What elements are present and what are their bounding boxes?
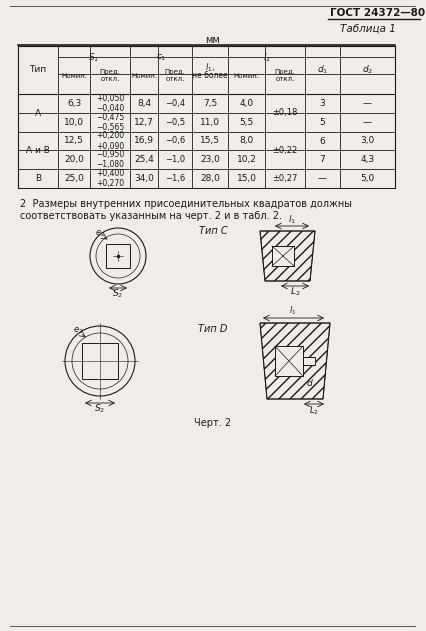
Text: +0,050
−0,040: +0,050 −0,040 [96, 94, 124, 113]
Text: 3,0: 3,0 [360, 136, 374, 146]
Text: $d_1$: $d_1$ [317, 64, 328, 76]
Text: Пред.
откл.: Пред. откл. [164, 69, 185, 82]
Text: $L_2$: $L_2$ [309, 404, 319, 417]
Text: А: А [35, 109, 41, 117]
Text: 4,3: 4,3 [360, 155, 374, 164]
Text: 25,0: 25,0 [64, 174, 84, 183]
Text: мм: мм [206, 35, 220, 45]
Text: ±0,27: ±0,27 [272, 174, 298, 183]
Text: +0,200
+0,090: +0,200 +0,090 [96, 131, 124, 151]
Text: 7: 7 [320, 155, 325, 164]
Text: −0,5: −0,5 [165, 118, 185, 127]
Text: не более: не более [192, 71, 228, 80]
Text: 6,3: 6,3 [67, 99, 81, 108]
Text: 20,0: 20,0 [64, 155, 84, 164]
Text: 5,5: 5,5 [239, 118, 253, 127]
Text: Тип С: Тип С [199, 226, 227, 236]
Bar [275, 346, 303, 376]
Text: $l_2$: $l_2$ [262, 52, 271, 64]
Text: Черт. 2: Черт. 2 [194, 418, 232, 428]
Text: 11,0: 11,0 [200, 118, 220, 127]
Text: ГОСТ 24372—80 Стр. 7: ГОСТ 24372—80 Стр. 7 [330, 8, 426, 18]
Text: $S_1$: $S_1$ [88, 52, 100, 64]
Text: Номин.: Номин. [131, 73, 157, 78]
Text: $c_1$: $c_1$ [156, 53, 166, 63]
Text: $l_1$: $l_1$ [288, 214, 296, 227]
Text: 15,0: 15,0 [236, 174, 256, 183]
Text: —: — [363, 118, 372, 127]
Text: 2  Размеры внутренних присоединительных квадратов должны
соответствовать указанн: 2 Размеры внутренних присоединительных к… [20, 199, 352, 221]
Text: −0,4: −0,4 [165, 99, 185, 108]
Text: Таблица 1: Таблица 1 [340, 24, 396, 34]
Text: d: d [306, 379, 312, 387]
Text: 28,0: 28,0 [200, 174, 220, 183]
Text: А и В: А и В [26, 146, 50, 155]
Text: 3: 3 [320, 99, 325, 108]
Text: −1,0: −1,0 [165, 155, 185, 164]
Text: $e_2$: $e_2$ [95, 229, 105, 239]
Text: $l_1$,: $l_1$, [205, 62, 215, 74]
Text: $S_2$: $S_2$ [112, 288, 124, 300]
Text: В: В [35, 174, 41, 183]
Text: ±0,22: ±0,22 [272, 146, 298, 155]
Text: −0,950
−1,080: −0,950 −1,080 [96, 150, 124, 169]
Text: 34,0: 34,0 [134, 174, 154, 183]
Bar [303, 357, 315, 365]
Text: 12,5: 12,5 [64, 136, 84, 146]
Text: Тип D: Тип D [199, 324, 227, 334]
Text: $S_2$: $S_2$ [95, 403, 106, 415]
Text: 7,5: 7,5 [203, 99, 217, 108]
Text: $L_2$: $L_2$ [290, 286, 300, 298]
Text: 25,4: 25,4 [134, 155, 154, 164]
Text: Номин.: Номин. [233, 73, 259, 78]
Text: Номин.: Номин. [61, 73, 87, 78]
Text: Тип: Тип [29, 66, 46, 74]
Polygon shape [260, 323, 330, 399]
Text: −0,6: −0,6 [165, 136, 185, 146]
Text: +0,400
+0,270: +0,400 +0,270 [96, 169, 124, 188]
Text: 6: 6 [320, 136, 325, 146]
Text: 8,4: 8,4 [137, 99, 151, 108]
Text: Пред.
откл.: Пред. откл. [100, 69, 121, 82]
Text: —: — [318, 174, 327, 183]
Text: —: — [363, 99, 372, 108]
Text: 4,0: 4,0 [239, 99, 253, 108]
Text: ±0,18: ±0,18 [272, 109, 298, 117]
Text: 5,0: 5,0 [360, 174, 374, 183]
Text: −0,475
−0,565: −0,475 −0,565 [96, 113, 124, 133]
Text: 16,9: 16,9 [134, 136, 154, 146]
Text: 10,0: 10,0 [64, 118, 84, 127]
Text: $e_2$: $e_2$ [73, 326, 83, 336]
Text: Пред.
откл.: Пред. откл. [275, 69, 296, 82]
Bar [82, 343, 118, 379]
Text: $d_2$: $d_2$ [362, 64, 373, 76]
Bar [272, 246, 294, 266]
Text: 12,7: 12,7 [134, 118, 154, 127]
Text: 5: 5 [320, 118, 325, 127]
Text: −1,6: −1,6 [165, 174, 185, 183]
Bar [106, 244, 130, 268]
Text: 15,5: 15,5 [200, 136, 220, 146]
Text: 23,0: 23,0 [200, 155, 220, 164]
Text: 8,0: 8,0 [239, 136, 253, 146]
Text: 10,2: 10,2 [236, 155, 256, 164]
Text: $l_1$: $l_1$ [289, 305, 297, 317]
